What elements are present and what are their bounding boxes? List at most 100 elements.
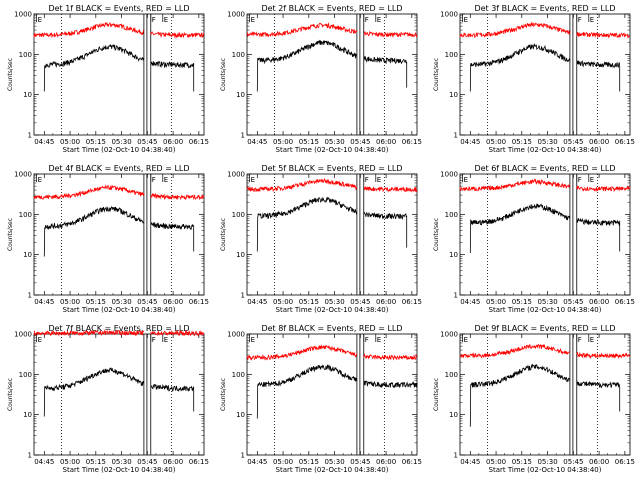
x-tick-label: 06:15 — [615, 138, 635, 146]
x-tick-label: 05:45 — [563, 298, 583, 306]
y-axis-label: Counts/sec — [220, 378, 227, 411]
marker-label: F — [578, 336, 582, 344]
x-tick-label: 06:00 — [589, 138, 609, 146]
panel-title: Det 3f BLACK = Events, RED = LLD — [474, 4, 615, 13]
x-tick-label: 05:15 — [512, 298, 532, 306]
events-series-line — [469, 42, 571, 92]
panel-title: Det 6f BLACK = Events, RED = LLD — [474, 164, 615, 173]
y-axis-label: Counts/sec — [7, 58, 14, 91]
lld-series-line — [459, 343, 571, 359]
x-tick-label: 05:00 — [486, 458, 506, 466]
y-tick-label: 1 — [241, 132, 245, 140]
y-axis-label: Counts/sec — [7, 378, 14, 411]
y-tick-label: 10 — [236, 91, 245, 99]
x-tick-label: 05:30 — [537, 138, 557, 146]
x-tick-label: 05:30 — [537, 298, 557, 306]
x-tick-label: 05:45 — [350, 298, 370, 306]
y-tick-label: 1000 — [227, 171, 245, 179]
x-tick-label: 06:15 — [189, 298, 209, 306]
lld-series-line — [150, 31, 205, 39]
x-axis-label: Start Time (02-Oct-10 04:38:40) — [489, 146, 602, 154]
marker-label: E — [251, 16, 255, 24]
panel-det-8f: Det 8f BLACK = Events, RED = LLD 1 10 100 10… — [220, 324, 422, 474]
y-tick-label: 100 — [445, 51, 458, 59]
y-tick-label: 1000 — [227, 331, 245, 339]
panel-title: Det 8f BLACK = Events, RED = LLD — [261, 324, 402, 333]
marker-label: F — [152, 176, 156, 184]
marker-label: E — [377, 336, 381, 344]
x-tick-label: 05:00 — [486, 138, 506, 146]
y-tick-label: 1 — [454, 452, 458, 460]
x-axis-label: Start Time (02-Oct-10 04:38:40) — [63, 306, 176, 314]
lld-series-line — [459, 178, 571, 192]
events-series-line — [363, 55, 408, 88]
marker-label: F — [152, 16, 156, 24]
lld-series-line — [246, 22, 358, 38]
y-tick-label: 1000 — [14, 331, 32, 339]
lld-series-line — [363, 186, 418, 193]
x-tick-label: 05:45 — [137, 458, 157, 466]
plot-frame — [246, 333, 418, 456]
y-tick-label: 1000 — [227, 11, 245, 19]
x-tick-label: 05:15 — [86, 138, 106, 146]
x-tick-label: 04:45 — [247, 298, 267, 306]
plot-frame — [33, 13, 205, 136]
panel-title: Det 4f BLACK = Events, RED = LLD — [48, 164, 189, 173]
marker-label: E — [38, 176, 42, 184]
x-tick-label: 06:00 — [163, 298, 183, 306]
y-tick-label: 100 — [232, 371, 245, 379]
x-tick-label: 05:30 — [111, 138, 131, 146]
y-tick-label: 10 — [449, 251, 458, 259]
events-series-line — [150, 383, 195, 412]
plot-frame — [33, 173, 205, 296]
y-tick-label: 100 — [19, 211, 32, 219]
y-axis-label: Counts/sec — [433, 218, 440, 251]
marker-label: E — [251, 176, 255, 184]
y-axis-label: Counts/sec — [220, 218, 227, 251]
marker-label: E — [464, 176, 468, 184]
events-series-line — [469, 203, 571, 254]
y-tick-label: 1 — [28, 292, 32, 300]
plot-frame — [459, 333, 631, 456]
x-axis-label: Start Time (02-Oct-10 04:38:40) — [489, 306, 602, 314]
marker-label: E — [164, 16, 168, 24]
x-tick-label: 05:00 — [60, 138, 80, 146]
lld-series-line — [246, 177, 358, 193]
x-tick-label: 05:45 — [563, 138, 583, 146]
y-tick-label: 100 — [19, 371, 32, 379]
x-tick-label: 05:45 — [137, 298, 157, 306]
events-series-line — [469, 363, 571, 427]
y-tick-label: 100 — [445, 211, 458, 219]
lld-series-line — [33, 21, 145, 39]
marker-label: E — [464, 336, 468, 344]
marker-label: F — [578, 16, 582, 24]
y-tick-label: 100 — [232, 211, 245, 219]
x-tick-label: 05:15 — [86, 298, 106, 306]
lld-series-line — [576, 31, 631, 39]
y-axis-label: Counts/sec — [433, 58, 440, 91]
lld-series-line — [150, 329, 204, 337]
events-series-line — [43, 205, 144, 257]
marker-label: F — [578, 176, 582, 184]
y-tick-label: 1 — [454, 292, 458, 300]
marker-label: F — [365, 16, 369, 24]
lld-series-line — [150, 192, 205, 201]
x-tick-label: 06:15 — [189, 458, 209, 466]
plot-frame — [459, 173, 631, 296]
lld-series-line — [459, 21, 571, 38]
x-tick-label: 05:30 — [324, 138, 344, 146]
x-axis-label: Start Time (02-Oct-10 04:38:40) — [276, 466, 389, 474]
x-tick-label: 04:45 — [34, 458, 54, 466]
x-tick-label: 06:15 — [615, 458, 635, 466]
x-tick-label: 04:45 — [247, 458, 267, 466]
lld-series-line — [246, 344, 358, 361]
x-tick-label: 05:00 — [60, 458, 80, 466]
x-tick-label: 06:00 — [376, 298, 396, 306]
x-tick-label: 04:45 — [34, 138, 54, 146]
y-tick-label: 1000 — [440, 11, 458, 19]
y-tick-label: 1000 — [440, 331, 458, 339]
x-axis-label: Start Time (02-Oct-10 04:38:40) — [63, 466, 176, 474]
events-series-line — [256, 364, 358, 419]
lld-series-line — [33, 184, 145, 200]
